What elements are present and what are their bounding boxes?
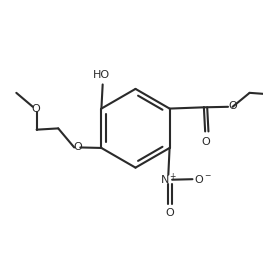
Text: O: O xyxy=(31,104,40,114)
Text: HO: HO xyxy=(93,70,110,80)
Text: O: O xyxy=(73,142,82,152)
Text: O: O xyxy=(202,137,210,147)
Text: O$^-$: O$^-$ xyxy=(194,173,212,185)
Text: N$^+$: N$^+$ xyxy=(160,172,177,187)
Text: O: O xyxy=(165,208,174,218)
Text: O: O xyxy=(229,101,237,111)
